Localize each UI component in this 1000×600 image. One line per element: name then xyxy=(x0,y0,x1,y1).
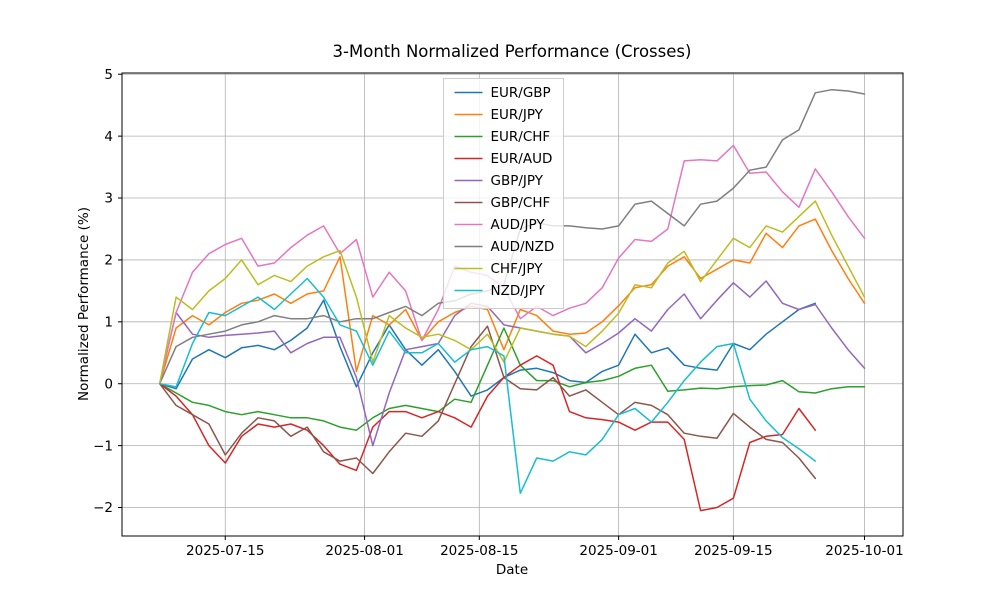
y-tick-label: 1 xyxy=(104,315,113,331)
y-tick-label: 4 xyxy=(104,129,113,145)
legend-label-EUR-CHF: EUR/CHF xyxy=(491,129,551,145)
chart-title: 3-Month Normalized Performance (Crosses) xyxy=(333,42,692,61)
y-axis-label: Normalized Performance (%) xyxy=(76,207,92,401)
y-tick-label: 5 xyxy=(104,67,113,83)
y-axis: −2 −1 0 1 2 3 4 5 xyxy=(93,67,122,516)
legend-label-AUD-JPY: AUD/JPY xyxy=(491,217,546,233)
y-tick-label: −2 xyxy=(93,500,113,516)
legend-label-NZD-JPY: NZD/JPY xyxy=(491,283,546,299)
legend-label-AUD-NZD: AUD/NZD xyxy=(491,239,555,255)
series-line-GBP-JPY xyxy=(158,280,866,447)
y-tick-label: −1 xyxy=(93,438,113,454)
y-tick-label: 2 xyxy=(104,253,113,269)
legend-box xyxy=(443,78,564,309)
x-tick-label: 2025-07-15 xyxy=(186,543,264,559)
series-line-EUR-JPY xyxy=(158,218,866,385)
x-tick-label: 2025-08-15 xyxy=(440,543,518,559)
series-line-GBP-CHF xyxy=(158,325,817,480)
x-tick-label: 2025-09-15 xyxy=(694,543,772,559)
legend-label-CHF-JPY: CHF/JPY xyxy=(491,261,544,277)
series-line-CHF-JPY xyxy=(158,200,866,385)
legend-label-GBP-CHF: GBP/CHF xyxy=(491,195,551,211)
legend-label-GBP-JPY: GBP/JPY xyxy=(491,173,544,189)
legend-label-EUR-GBP: EUR/GBP xyxy=(491,85,551,101)
series-line-NZD-JPY xyxy=(158,277,817,495)
x-tick-label: 2025-09-01 xyxy=(579,543,657,559)
legend-label-EUR-AUD: EUR/AUD xyxy=(491,151,553,167)
plot-border xyxy=(121,72,904,537)
x-axis: 2025-07-15 2025-08-01 2025-08-15 2025-09-01… xyxy=(186,536,904,559)
legend: EUR/GBP EUR/JPY EUR/CHF EUR/AUD GBP/JPY GBP/C… xyxy=(443,78,564,309)
series-line-EUR-GBP xyxy=(158,299,817,397)
legend-label-EUR-JPY: EUR/JPY xyxy=(491,107,544,123)
series-line-EUR-AUD xyxy=(158,355,817,512)
y-tick-label: 0 xyxy=(104,376,113,392)
y-tick-label: 3 xyxy=(104,191,113,207)
x-tick-label: 2025-10-01 xyxy=(825,543,903,559)
x-tick-label: 2025-08-01 xyxy=(325,543,403,559)
x-axis-label: Date xyxy=(496,562,528,578)
